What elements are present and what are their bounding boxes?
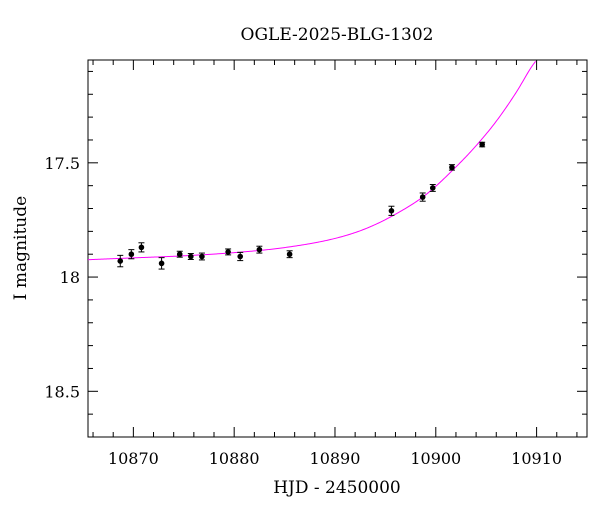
x-axis-label: HJD - 2450000 (273, 478, 401, 498)
x-tick-label: 10910 (511, 449, 562, 468)
data-marker (479, 141, 485, 148)
data-marker (449, 164, 455, 171)
data-points-layer (117, 141, 486, 270)
x-tick-label: 10880 (209, 449, 260, 468)
data-point (225, 248, 232, 256)
data-marker (199, 253, 205, 260)
tick-labels: 10870 10880 10890 10900 10910 17.5 18 18.5 (44, 154, 562, 468)
data-point (419, 192, 426, 202)
data-point (448, 164, 455, 171)
data-point (176, 250, 183, 258)
data-marker (237, 253, 244, 260)
x-tick-label: 10900 (410, 449, 461, 468)
data-marker (256, 246, 263, 253)
plot-frame (87, 59, 588, 438)
y-axis-label: I magnitude (11, 196, 31, 300)
data-point (429, 184, 436, 192)
data-point (479, 141, 486, 148)
data-marker (128, 251, 135, 258)
data-marker (225, 249, 231, 255)
data-marker (388, 208, 395, 214)
data-marker (138, 244, 145, 251)
y-tick-label: 18 (60, 268, 80, 287)
data-marker (117, 258, 124, 264)
chart-title: OGLE-2025-BLG-1302 (241, 25, 434, 45)
data-point (138, 242, 145, 253)
data-point (128, 249, 135, 260)
data-point (117, 254, 124, 268)
x-tick-label: 10870 (108, 449, 159, 468)
data-point (256, 245, 263, 254)
y-tick-label: 18.5 (44, 382, 80, 401)
data-point (237, 251, 244, 262)
x-tick-label: 10890 (310, 449, 361, 468)
data-point (187, 253, 194, 260)
data-marker (419, 194, 426, 200)
data-point (158, 257, 165, 270)
data-marker (286, 251, 293, 258)
axis-ticks (88, 60, 587, 438)
data-point (198, 252, 205, 261)
model-curve (87, 61, 536, 261)
data-point (286, 250, 293, 259)
data-marker (176, 251, 183, 258)
data-marker (158, 260, 165, 267)
data-point (388, 205, 395, 216)
model-curve-layer (87, 61, 536, 261)
y-tick-label: 17.5 (44, 154, 80, 173)
data-marker (188, 253, 194, 260)
data-marker (429, 185, 436, 191)
